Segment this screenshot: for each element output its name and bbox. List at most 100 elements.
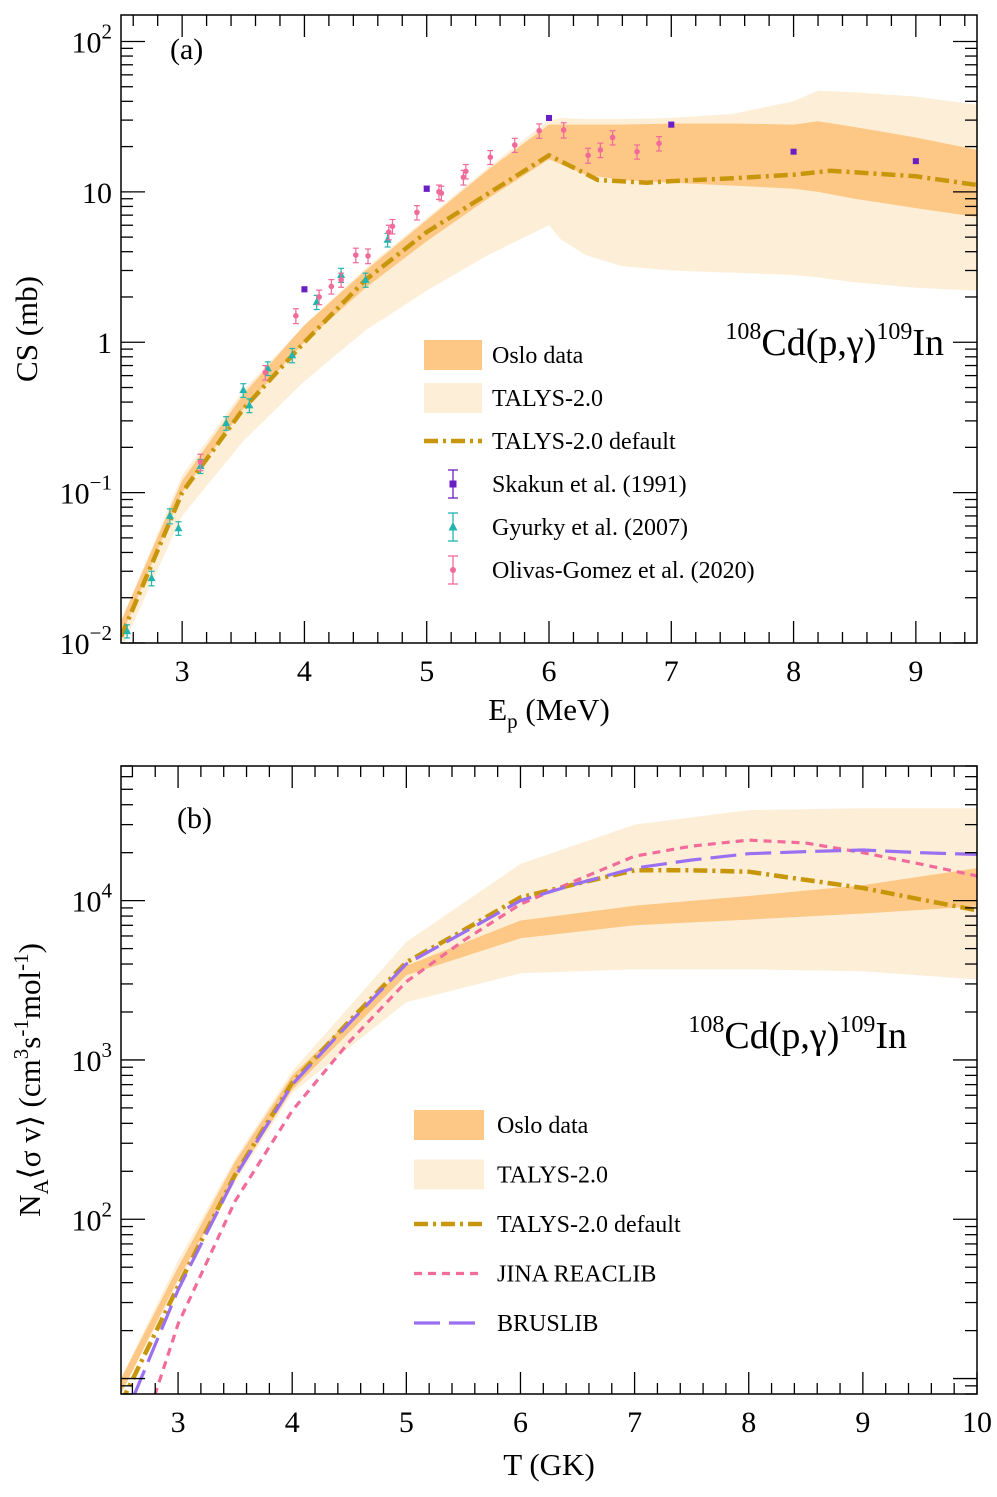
panel-b-ylabel-body: ⟨σ v⟩ (cm <box>12 1059 47 1179</box>
y-tick-label: 10−1 <box>60 471 112 511</box>
x-tick-label: 8 <box>741 1406 756 1439</box>
panel-b-ticks <box>121 765 978 1395</box>
panel-b-legend: Oslo data TALYS-2.0 TALYS-2.0 default JINA … <box>414 1110 681 1337</box>
point-gyurky-et-al-2007- <box>123 624 132 639</box>
legend-label: Oslo data <box>492 343 584 369</box>
panel-a-xlabel: Ep (MeV) <box>488 692 610 733</box>
point-olivas-gomez-et-al-2020- <box>413 205 420 221</box>
point-olivas-gomez-et-al-2020- <box>292 308 299 325</box>
reaction-b-close: ) <box>827 1015 840 1057</box>
reaction-b-gamma: γ <box>809 1015 827 1057</box>
point-olivas-gomez-et-al-2020- <box>438 185 445 202</box>
point-olivas-gomez-et-al-2020- <box>511 137 518 153</box>
panel-b-ylabel-n: N <box>12 1195 47 1217</box>
point-gyurky-et-al-2007- <box>288 347 297 364</box>
panel-b-reaction-label: 108Cd(p,γ)109In <box>688 1012 907 1057</box>
panel-b-ylabel-s-exp: -1 <box>9 1019 33 1037</box>
point-skakun-et-al-1991- <box>668 121 675 128</box>
reaction-a-mass-1: 108 <box>725 319 761 345</box>
panel-b-tick-labels: 3 4 5 6 7 8 9 10 102 103 104 <box>72 879 993 1439</box>
legend-label: TALYS-2.0 <box>492 386 603 412</box>
panel-a-ticks <box>121 15 977 644</box>
x-tick-label: 3 <box>171 1406 186 1439</box>
legend-entry: TALYS-2.0 default <box>424 429 676 455</box>
point-olivas-gomez-et-al-2020- <box>536 123 543 139</box>
panel-a-tick-labels: 3 4 5 6 7 8 9 10−2 10−1 1 10 102 <box>60 19 924 688</box>
series-bruslib <box>132 848 977 1394</box>
point-skakun-et-al-1991- <box>790 148 797 155</box>
point-olivas-gomez-et-al-2020- <box>487 150 494 166</box>
legend-label: Skakun et al. (1991) <box>492 472 687 498</box>
legend-label: JINA REACLIB <box>497 1262 656 1288</box>
x-tick-label: 9 <box>908 655 923 688</box>
legend-label: TALYS-2.0 default <box>497 1212 681 1238</box>
point-gyurky-et-al-2007- <box>245 398 254 414</box>
point-skakun-et-al-1991- <box>423 185 430 192</box>
point-gyurky-et-al-2007- <box>165 508 174 525</box>
legend-label: BRUSLIB <box>497 1311 598 1337</box>
point-gyurky-et-al-2007- <box>222 416 231 431</box>
point-skakun-et-al-1991- <box>912 158 919 165</box>
legend-entry: Olivas-Gomez et al. (2020) <box>448 555 755 585</box>
band-talys-2-0 <box>121 808 977 1394</box>
point-olivas-gomez-et-al-2020- <box>328 278 335 295</box>
x-tick-label: 3 <box>175 655 190 688</box>
reaction-a-target: Cd(p, <box>761 322 847 364</box>
panel-b-ylabel: NA⟨σ v⟩ (cm3s-1mol-1) <box>9 943 53 1217</box>
panel-b-ylabel-mol-exp: -1 <box>9 953 33 971</box>
reaction-b-target: Cd(p, <box>724 1015 810 1057</box>
legend-entry: JINA REACLIB <box>414 1262 656 1288</box>
panel-a-ylabel: CS (mb) <box>9 276 44 382</box>
legend-swatch <box>414 1110 484 1140</box>
y-tick-label: 104 <box>72 879 113 919</box>
reaction-a-mass-2: 109 <box>876 319 912 345</box>
legend-swatch <box>448 522 458 531</box>
legend-label: TALYS-2.0 <box>497 1163 608 1189</box>
legend-swatch <box>424 383 482 413</box>
point-olivas-gomez-et-al-2020- <box>365 248 372 265</box>
x-tick-label: 5 <box>399 1406 414 1439</box>
y-tick-label: 10 <box>82 177 112 210</box>
panel-b-xlabel: T (GK) <box>503 1447 595 1482</box>
point-gyurky-et-al-2007- <box>361 272 370 288</box>
panel-a-xlabel-sub: p <box>507 709 518 733</box>
point-skakun-et-al-1991- <box>546 114 552 121</box>
point-olivas-gomez-et-al-2020- <box>656 136 663 152</box>
x-tick-label: 8 <box>786 655 801 688</box>
legend-entry: Oslo data <box>424 340 584 370</box>
x-tick-label: 6 <box>542 655 557 688</box>
legend-swatch <box>449 480 457 488</box>
legend-entry: TALYS-2.0 <box>424 383 603 413</box>
x-tick-label: 4 <box>297 655 312 688</box>
legend-swatch <box>450 567 456 573</box>
point-olivas-gomez-et-al-2020- <box>462 163 469 180</box>
panel-b-ylabel-mol: mol <box>12 971 47 1019</box>
reaction-a-close: ) <box>864 322 877 364</box>
point-gyurky-et-al-2007- <box>239 383 248 398</box>
reaction-a-gamma: γ <box>846 322 864 364</box>
panel-a-label: (a) <box>170 33 203 66</box>
reaction-b-mass-1: 108 <box>688 1012 724 1038</box>
panel-a-xlabel-main: E <box>488 692 507 727</box>
legend-entry: Oslo data <box>414 1110 589 1140</box>
panel-b-ylabel-cm3: 3 <box>9 1049 33 1060</box>
legend-swatch <box>414 1159 484 1190</box>
legend-label: Gyurky et al. (2007) <box>492 515 688 541</box>
panel-b-label: (b) <box>177 802 212 835</box>
point-gyurky-et-al-2007- <box>174 521 183 536</box>
panel-a-xlabel-rest: (MeV) <box>518 692 610 727</box>
point-olivas-gomez-et-al-2020- <box>634 144 641 160</box>
legend-entry: BRUSLIB <box>414 1311 598 1337</box>
point-olivas-gomez-et-al-2020- <box>338 272 345 288</box>
point-olivas-gomez-et-al-2020- <box>389 218 396 235</box>
y-tick-label: 103 <box>72 1038 113 1078</box>
series-talys-2-0-default <box>121 152 977 638</box>
x-tick-label: 4 <box>285 1406 300 1439</box>
legend-entry: Gyurky et al. (2007) <box>448 512 688 542</box>
legend-entry: Skakun et al. (1991) <box>448 469 687 499</box>
legend-swatch <box>424 340 482 370</box>
reaction-a-product: In <box>912 322 944 364</box>
y-tick-label: 102 <box>72 1197 113 1237</box>
panel-b-series <box>122 838 977 1394</box>
x-tick-label: 9 <box>855 1406 870 1439</box>
